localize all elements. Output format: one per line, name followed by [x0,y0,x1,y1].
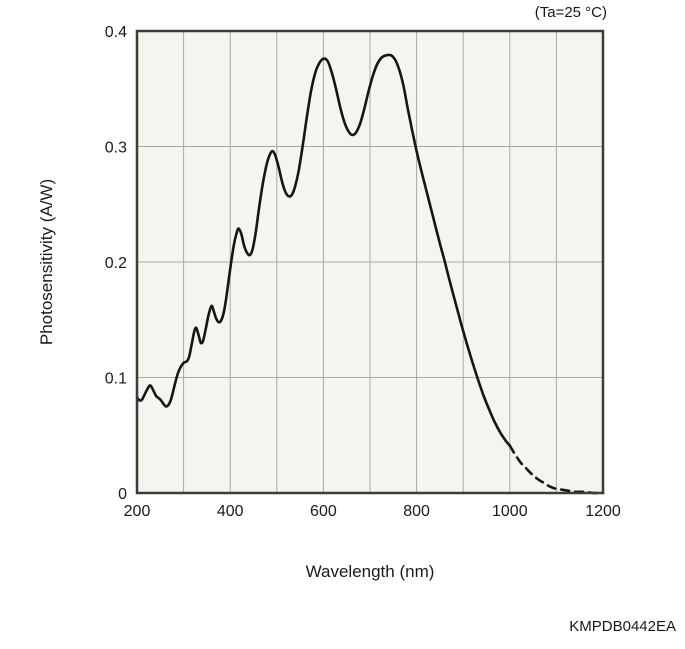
x-tick-label: 1200 [585,503,621,520]
x-tick-label: 400 [217,503,244,520]
y-tick-label: 0.1 [105,371,127,388]
y-tick-label: 0.2 [105,255,127,272]
x-tick-label: 1000 [492,503,528,520]
plot-frame [135,29,605,495]
y-tick-label: 0 [118,486,127,503]
document-code: KMPDB0442EA [569,618,676,635]
x-tick-label: 200 [124,503,151,520]
x-tick-label: 600 [310,503,337,520]
x-axis-title: Wavelength (nm) [305,562,435,581]
temperature-annotation: (Ta=25 °C) [534,4,607,21]
x-tick-label: 800 [403,503,430,520]
spectral-response-measured-curve [135,53,512,447]
y-axis-title: Photosensitivity (A/W) [37,178,56,346]
y-tick-label: 0.3 [105,140,127,157]
y-tick-label: 0.4 [105,24,127,41]
